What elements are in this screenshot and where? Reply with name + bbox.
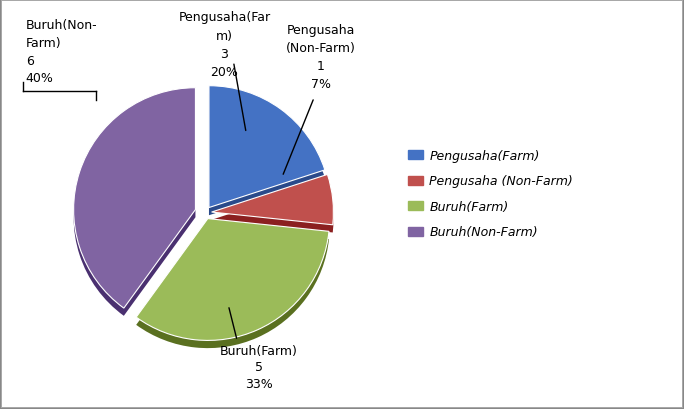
Text: Farm): Farm) xyxy=(26,36,62,49)
Wedge shape xyxy=(136,219,329,341)
Text: 1: 1 xyxy=(317,59,325,72)
Text: 40%: 40% xyxy=(26,72,53,85)
Wedge shape xyxy=(211,183,333,233)
Text: 20%: 20% xyxy=(211,66,239,79)
Wedge shape xyxy=(74,96,196,316)
Wedge shape xyxy=(209,94,325,216)
Wedge shape xyxy=(74,88,196,308)
Text: Buruh(Farm): Buruh(Farm) xyxy=(220,344,298,357)
Text: Pengusaha(Far: Pengusaha(Far xyxy=(179,11,270,24)
Text: 5: 5 xyxy=(255,360,263,373)
Text: (Non-Farm): (Non-Farm) xyxy=(286,42,356,54)
Text: m): m) xyxy=(216,30,233,43)
Wedge shape xyxy=(209,86,325,208)
Text: 7%: 7% xyxy=(311,77,330,90)
Wedge shape xyxy=(136,227,329,348)
Wedge shape xyxy=(211,175,333,225)
Text: Pengusaha: Pengusaha xyxy=(287,24,355,37)
Text: 3: 3 xyxy=(220,48,228,61)
Legend: Pengusaha(Farm), Pengusaha (Non-Farm), Buruh(Farm), Buruh(Non-Farm): Pengusaha(Farm), Pengusaha (Non-Farm), B… xyxy=(403,145,578,244)
Text: Buruh(Non-: Buruh(Non- xyxy=(26,18,97,31)
Text: 6: 6 xyxy=(26,54,34,67)
Text: 33%: 33% xyxy=(245,377,273,390)
